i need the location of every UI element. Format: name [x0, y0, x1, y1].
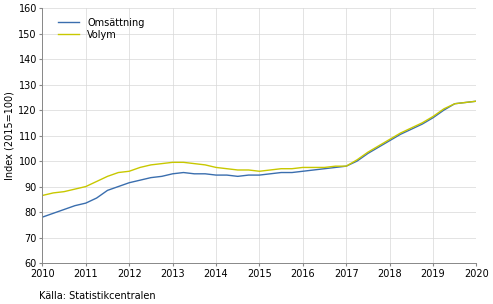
Volym — [343, 164, 349, 168]
Volym — [365, 150, 371, 154]
Omsättning — [278, 171, 284, 174]
Omsättning — [441, 108, 447, 112]
Volym — [452, 102, 458, 105]
Omsättning — [408, 127, 414, 131]
Volym — [462, 101, 468, 104]
Volym — [354, 158, 360, 162]
Omsättning — [83, 201, 89, 205]
Omsättning — [72, 204, 78, 208]
Omsättning — [180, 171, 186, 174]
Omsättning — [105, 188, 110, 192]
Volym — [180, 161, 186, 164]
Omsättning — [430, 116, 436, 119]
Volym — [387, 138, 392, 141]
Volym — [311, 166, 317, 169]
Volym — [191, 162, 197, 165]
Omsättning — [126, 181, 132, 185]
Legend: Omsättning, Volym: Omsättning, Volym — [56, 16, 146, 42]
Volym — [300, 166, 306, 169]
Volym — [213, 166, 219, 169]
Omsättning — [39, 215, 45, 219]
Omsättning — [224, 173, 230, 177]
Omsättning — [256, 173, 262, 177]
Volym — [159, 162, 165, 165]
Omsättning — [137, 178, 143, 182]
Volym — [430, 115, 436, 118]
Omsättning — [321, 167, 327, 171]
Volym — [72, 187, 78, 191]
Volym — [321, 166, 327, 169]
Volym — [61, 190, 67, 193]
Volym — [473, 99, 479, 103]
Omsättning — [289, 171, 295, 174]
Omsättning — [484, 97, 490, 100]
Volym — [246, 168, 251, 172]
Omsättning — [202, 172, 208, 176]
Volym — [137, 166, 143, 169]
Omsättning — [473, 99, 479, 103]
Line: Volym: Volym — [42, 82, 493, 195]
Omsättning — [311, 168, 317, 172]
Volym — [115, 171, 121, 174]
Volym — [332, 164, 338, 168]
Omsättning — [246, 173, 251, 177]
Omsättning — [300, 169, 306, 173]
Text: Källa: Statistikcentralen: Källa: Statistikcentralen — [39, 291, 156, 301]
Omsättning — [159, 174, 165, 178]
Volym — [224, 167, 230, 171]
Line: Omsättning: Omsättning — [42, 85, 493, 217]
Volym — [202, 163, 208, 167]
Omsättning — [397, 133, 403, 136]
Volym — [289, 167, 295, 171]
Volym — [235, 168, 241, 172]
Omsättning — [354, 159, 360, 163]
Omsättning — [365, 152, 371, 155]
Omsättning — [387, 139, 392, 143]
Volym — [126, 169, 132, 173]
Volym — [408, 126, 414, 130]
Omsättning — [452, 102, 458, 105]
Omsättning — [267, 172, 273, 176]
Volym — [419, 121, 425, 125]
Volym — [94, 180, 100, 183]
Volym — [170, 161, 176, 164]
Volym — [484, 97, 490, 100]
Omsättning — [376, 145, 382, 149]
Volym — [83, 185, 89, 188]
Omsättning — [148, 176, 154, 179]
Omsättning — [94, 196, 100, 200]
Omsättning — [332, 166, 338, 169]
Volym — [50, 191, 56, 195]
Omsättning — [235, 174, 241, 178]
Volym — [397, 131, 403, 135]
Omsättning — [462, 101, 468, 104]
Volym — [278, 167, 284, 171]
Omsättning — [419, 122, 425, 126]
Volym — [148, 163, 154, 167]
Omsättning — [343, 164, 349, 168]
Omsättning — [170, 172, 176, 176]
Omsättning — [50, 212, 56, 215]
Volym — [39, 194, 45, 197]
Volym — [267, 168, 273, 172]
Omsättning — [61, 208, 67, 211]
Omsättning — [191, 172, 197, 176]
Y-axis label: Index (2015=100): Index (2015=100) — [4, 91, 14, 180]
Volym — [376, 144, 382, 148]
Volym — [105, 174, 110, 178]
Omsättning — [213, 173, 219, 177]
Volym — [256, 169, 262, 173]
Volym — [441, 107, 447, 111]
Omsättning — [115, 185, 121, 188]
